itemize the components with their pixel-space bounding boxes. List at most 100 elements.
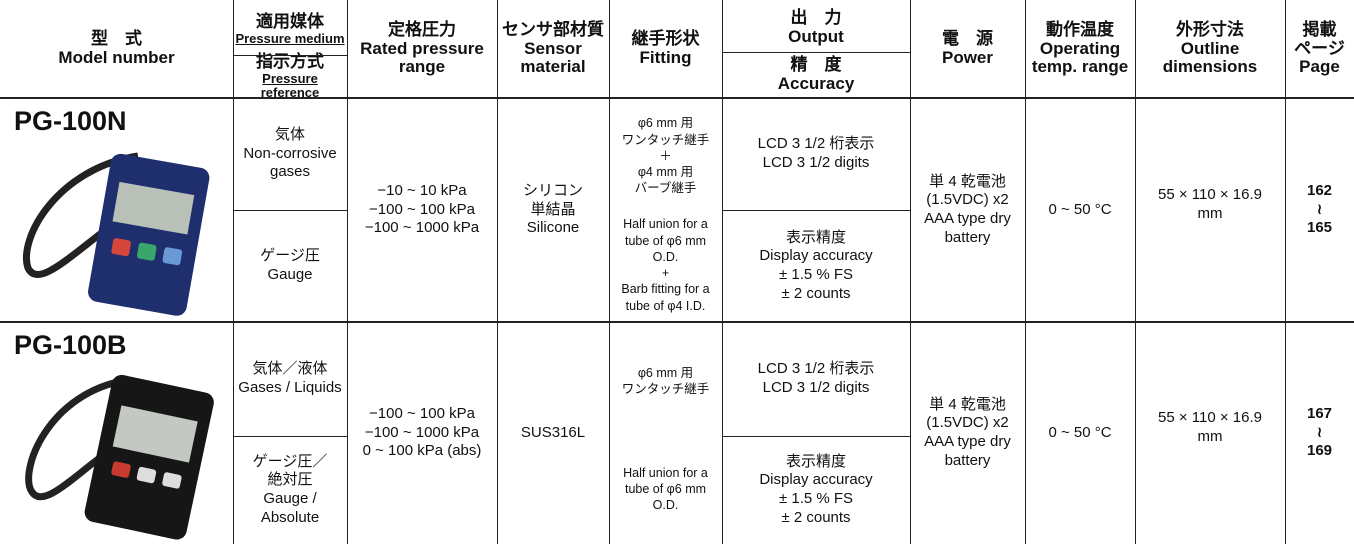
rule xyxy=(722,0,723,544)
header-cell: 型 式 Model number xyxy=(0,0,233,98)
text-line: 表示精度 xyxy=(785,452,846,470)
text-line: ≀ xyxy=(1316,423,1323,441)
text-line: Sensor xyxy=(524,38,582,58)
text-line: Gases / Liquids xyxy=(238,379,342,396)
text-line: シリコン xyxy=(522,181,583,199)
text-line: ゲージ圧／ xyxy=(252,452,328,470)
text-line: Model number xyxy=(58,48,175,67)
header-cell: 電 源 Power xyxy=(910,0,1025,98)
rule xyxy=(722,210,910,211)
rule xyxy=(722,52,910,53)
cell: 55 × 110 × 16.9 mm xyxy=(1135,322,1285,534)
text-line: Power xyxy=(941,48,994,67)
text-line: 0 ~ 50 °C xyxy=(1048,423,1112,441)
text-line: 表示精度 xyxy=(785,228,846,246)
rule xyxy=(347,0,348,544)
text-line: ± 1.5 % FS xyxy=(778,490,854,507)
text-line: ± 2 counts xyxy=(781,284,851,302)
text-line: ± 2 counts xyxy=(781,508,851,526)
text-line: 適用媒体 xyxy=(256,12,324,31)
cell: 167 ≀ 169 xyxy=(1285,322,1354,544)
device-image xyxy=(25,374,214,540)
text-line: −100 ~ 1000 kPa xyxy=(364,219,480,237)
text-line: 55 × 110 × 16.9 xyxy=(1158,409,1262,427)
text-line: Gauge / Absolute xyxy=(260,490,320,526)
rule xyxy=(233,55,347,56)
cell: φ6 mm 用ワンタッチ継手 xyxy=(609,328,722,434)
text-line: −100 ~ 100 kPa xyxy=(369,200,475,218)
text-line: (1.5VDC) x2 xyxy=(926,191,1009,209)
text-line: 気体 xyxy=(274,125,305,143)
text-line: ≀ xyxy=(1316,200,1323,218)
header-cell: 指示方式 Pressure reference xyxy=(233,51,347,100)
rule xyxy=(1135,0,1136,544)
text-line: LCD 3 1/2 digits xyxy=(762,379,870,396)
text-line: Gauge xyxy=(267,266,313,283)
rule xyxy=(0,97,1354,99)
text-line: 精 度 xyxy=(790,55,842,75)
text-line: 動作温度 xyxy=(1046,19,1114,39)
cell: Half union for a tube of φ6 mm O.D. xyxy=(609,438,722,540)
cell: シリコン 単結晶 Silicone xyxy=(497,98,609,322)
text-line: mm xyxy=(1197,428,1223,445)
model-name: PG-100B xyxy=(14,330,127,360)
header-cell: 適用媒体 Pressure medium xyxy=(233,4,347,55)
text-line: Rated pressure xyxy=(360,38,484,58)
text-line: SUS316L xyxy=(520,423,586,441)
text-line: 気体／液体 xyxy=(252,360,328,378)
text-line: 掲載 xyxy=(1302,19,1337,39)
text-line: Operating xyxy=(1039,38,1121,58)
text-line: range xyxy=(398,57,446,77)
text-line: Pressure reference xyxy=(260,70,320,100)
text-line: Output xyxy=(788,27,844,46)
text-line: Pressure medium xyxy=(235,30,345,46)
text-line: Fitting xyxy=(639,48,692,67)
cell: φ6 mm 用ワンタッチ継手＋ φ4 mm 用バーブ継手 xyxy=(609,104,722,208)
cell: 0 ~ 50 °C xyxy=(1025,98,1135,322)
header-cell: 掲載 ページ Page xyxy=(1285,0,1354,98)
rule xyxy=(910,0,911,544)
header-cell: 外形寸法 Outline dimensions xyxy=(1135,0,1285,98)
header-cell: 動作温度 Operating temp. range xyxy=(1025,0,1135,98)
text-line: 出 力 xyxy=(790,8,842,28)
rule xyxy=(233,210,347,211)
text-line: LCD 3 1/2 桁表示 xyxy=(757,135,875,153)
text-line: 電 源 xyxy=(942,29,993,49)
text-line: センサ部材質 xyxy=(502,19,604,39)
header-cell: 出 力 Output xyxy=(722,4,910,52)
text-line: 指示方式 xyxy=(256,51,324,71)
rule xyxy=(722,436,910,437)
cell: 表示精度 Display accuracy ± 1.5 % FS ± 2 counts xyxy=(722,210,910,322)
cell: 55 × 110 × 16.9 mm xyxy=(1135,98,1285,312)
rule xyxy=(497,0,498,544)
header-cell: 精 度 Accuracy xyxy=(722,52,910,98)
rule xyxy=(609,0,610,544)
rule xyxy=(0,321,1354,323)
text-line: LCD 3 1/2 digits xyxy=(762,154,870,171)
text-line: LCD 3 1/2 桁表示 xyxy=(757,360,875,378)
text-line: tube of φ6 mm xyxy=(624,481,707,496)
text-line: −100 ~ 100 kPa xyxy=(369,404,475,422)
text-line: gases xyxy=(269,163,311,181)
text-line: 0 ~ 50 °C xyxy=(1048,200,1112,218)
text-line: + xyxy=(661,266,670,280)
text-line: tube of φ4 I.D. xyxy=(625,298,706,313)
text-line: 絶対圧 xyxy=(267,471,313,489)
device-image xyxy=(23,152,210,316)
cell: 単 4 乾電池 (1.5VDC) x2 AAA type dry battery xyxy=(910,98,1025,322)
cell: SUS316L xyxy=(497,322,609,544)
text-line: φ4 mm 用 xyxy=(637,165,694,180)
text-line: 型 式 xyxy=(91,29,142,49)
cell: −10 ~ 10 kPa −100 ~ 100 kPa −100 ~ 1000 kP… xyxy=(347,98,497,322)
text-line: O.D. xyxy=(652,498,679,513)
text-line: 単 4 乾電池 xyxy=(929,395,1006,413)
text-line: 0 ~ 100 kPa (abs) xyxy=(362,442,482,460)
text-line: mm xyxy=(1197,205,1223,222)
rule xyxy=(1285,0,1286,544)
text-line: 継手形状 xyxy=(631,29,700,49)
text-line: 167 xyxy=(1306,404,1333,422)
header-cell: 継手形状 Fitting xyxy=(609,0,722,98)
cell: ゲージ圧／ 絶対圧 Gauge / Absolute xyxy=(233,436,347,544)
text-line: ゲージ圧 xyxy=(260,247,320,265)
